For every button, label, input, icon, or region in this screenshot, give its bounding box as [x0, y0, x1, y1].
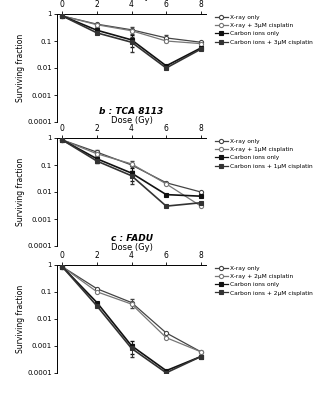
X-axis label: Dose (Gy): Dose (Gy): [111, 242, 152, 252]
Title: c : FADU: c : FADU: [111, 234, 152, 242]
Y-axis label: Surviving fraction: Surviving fraction: [16, 158, 25, 226]
Y-axis label: Surviving fraction: Surviving fraction: [16, 34, 25, 102]
X-axis label: Dose (Gy): Dose (Gy): [111, 116, 152, 125]
Title: b : TCA 8113: b : TCA 8113: [100, 107, 164, 116]
Legend: X-ray only, X-ray + 1μM cisplatin, Carbon ions only, Carbon ions + 1μM cisplatin: X-ray only, X-ray + 1μM cisplatin, Carbo…: [215, 139, 312, 169]
X-axis label: Dose (Gy): Dose (Gy): [111, 0, 152, 1]
Y-axis label: Surviving fraction: Surviving fraction: [16, 285, 25, 353]
Legend: X-ray only, X-ray + 2μM cisplatin, Carbon ions only, Carbon ions + 2μM cisplatin: X-ray only, X-ray + 2μM cisplatin, Carbo…: [215, 266, 312, 296]
Legend: X-ray only, X-ray + 3μM cisplatin, Carbon ions only, Carbon ions + 3μM cisplatin: X-ray only, X-ray + 3μM cisplatin, Carbo…: [215, 15, 312, 45]
